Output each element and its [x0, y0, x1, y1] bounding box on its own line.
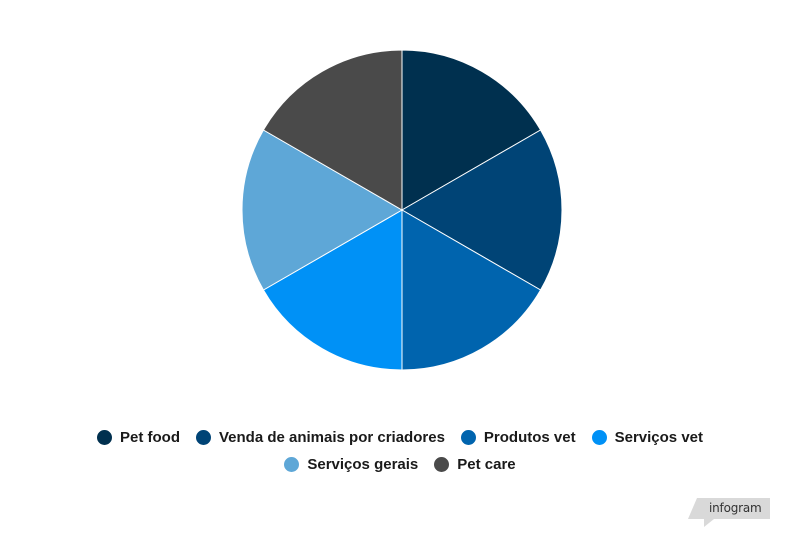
watermark-text: infogram [709, 501, 762, 515]
pie-slice-produtos-vet[interactable] [401, 209, 542, 371]
legend-row-2: Serviços gerais Pet care [0, 456, 800, 473]
legend-label: Produtos vet [483, 429, 576, 446]
infogram-watermark[interactable]: infogram [688, 498, 770, 528]
legend-swatch [284, 457, 300, 472]
legend-row-1: Pet food Venda de animais por criadores Pr… [0, 429, 800, 446]
legend-item-pet-care[interactable]: Pet care [434, 456, 516, 473]
pie-slice-pet-food[interactable] [401, 49, 542, 211]
legend-label: Pet food [119, 429, 180, 446]
pie-slice-servicos-vet[interactable] [262, 209, 403, 371]
legend-item-produtos-vet[interactable]: Produtos vet [460, 429, 576, 446]
legend-item-pet-food[interactable]: Pet food [96, 429, 180, 446]
legend-item-servicos-vet[interactable]: Serviços vet [591, 429, 703, 446]
legend-swatch [591, 430, 607, 445]
legend-swatch [434, 457, 450, 472]
pie-slice-servicos-gerais[interactable] [241, 129, 403, 291]
legend-swatch [96, 430, 112, 445]
legend-label: Serviços vet [614, 429, 703, 446]
legend-label: Venda de animais por criadores [218, 429, 445, 446]
legend-label: Pet care [457, 456, 516, 473]
legend-swatch [195, 430, 211, 445]
pie-slice-pet-care[interactable] [262, 49, 403, 211]
legend-label: Serviços gerais [307, 456, 419, 473]
legend-item-venda-de-animais-por-criadores[interactable]: Venda de animais por criadores [195, 429, 445, 446]
pie-slice-venda-de-animais-por-criadores[interactable] [401, 129, 563, 291]
legend-swatch [460, 430, 476, 445]
watermark-badge-icon [688, 498, 770, 527]
legend-item-servicos-gerais[interactable]: Serviços gerais [284, 456, 418, 473]
